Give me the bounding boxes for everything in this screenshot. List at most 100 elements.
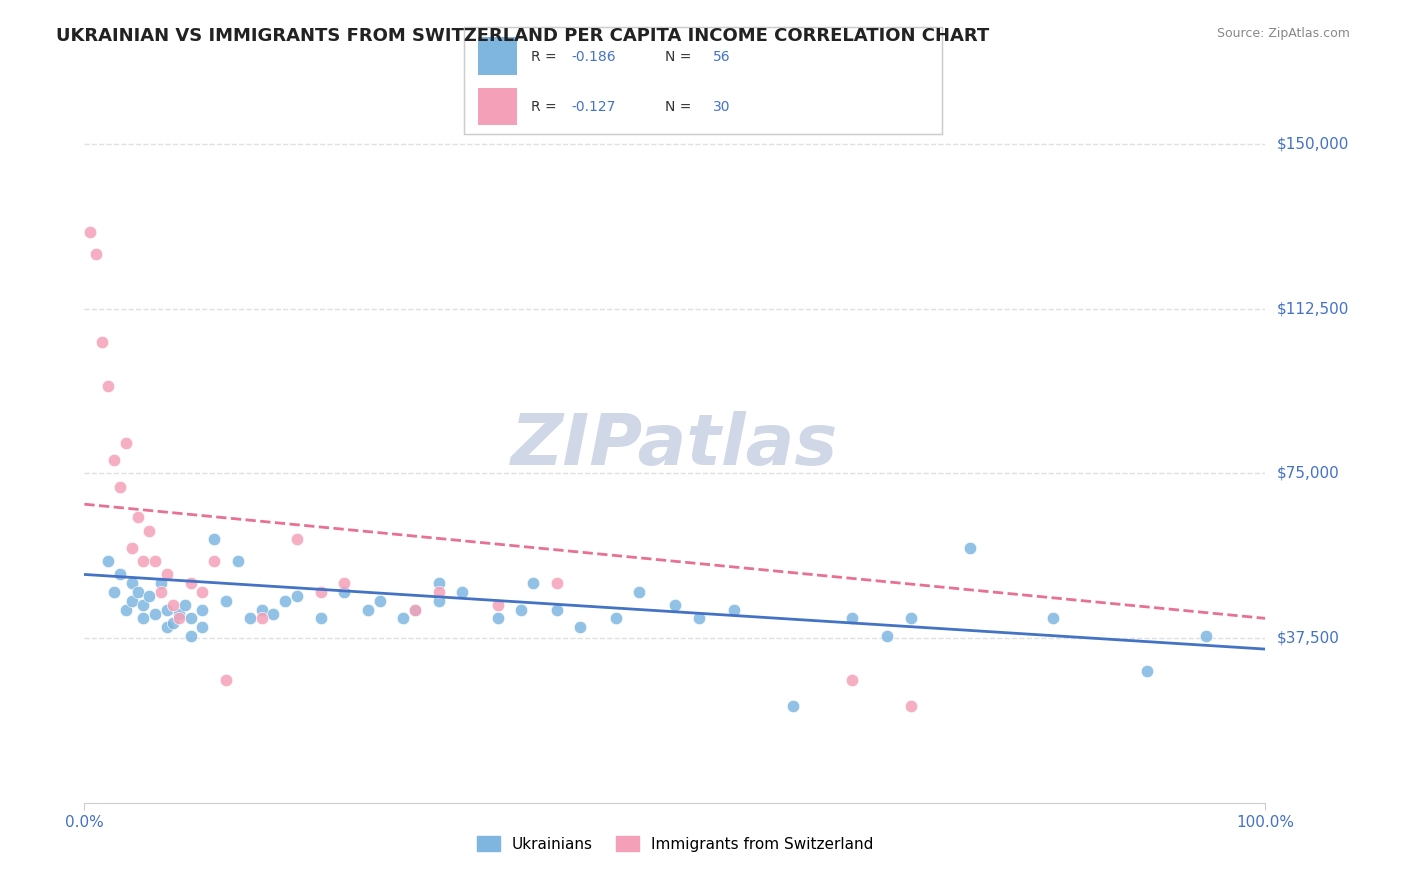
Immigrants from Switzerland <box>285 533 308 547</box>
Immigrants from Switzerland <box>546 576 568 591</box>
Immigrants from Switzerland <box>202 554 225 568</box>
Immigrants from Switzerland <box>108 480 131 494</box>
Ukrainians <box>202 533 225 547</box>
Immigrants from Switzerland <box>132 554 155 568</box>
Legend: Ukrainians, Immigrants from Switzerland: Ukrainians, Immigrants from Switzerland <box>470 828 880 859</box>
Ukrainians <box>404 602 426 616</box>
Immigrants from Switzerland <box>250 611 273 625</box>
Ukrainians <box>546 602 568 616</box>
Ukrainians <box>239 611 262 625</box>
Text: $112,500: $112,500 <box>1277 301 1350 317</box>
Text: R =: R = <box>531 100 561 114</box>
Ukrainians <box>156 602 179 616</box>
Immigrants from Switzerland <box>427 585 450 599</box>
Text: R =: R = <box>531 50 561 63</box>
Bar <box>478 37 516 75</box>
Ukrainians <box>392 611 415 625</box>
Ukrainians <box>309 611 332 625</box>
Text: $75,000: $75,000 <box>1277 466 1340 481</box>
Text: $37,500: $37,500 <box>1277 631 1340 646</box>
Immigrants from Switzerland <box>150 585 173 599</box>
Immigrants from Switzerland <box>79 225 101 239</box>
Ukrainians <box>959 541 981 555</box>
Immigrants from Switzerland <box>841 673 863 687</box>
Ukrainians <box>522 576 544 591</box>
Ukrainians <box>121 594 143 608</box>
Immigrants from Switzerland <box>309 585 332 599</box>
Ukrainians <box>114 602 136 616</box>
Immigrants from Switzerland <box>84 247 107 261</box>
Ukrainians <box>841 611 863 625</box>
Ukrainians <box>162 615 184 630</box>
Immigrants from Switzerland <box>91 334 114 349</box>
Ukrainians <box>1136 664 1159 678</box>
Ukrainians <box>191 620 214 634</box>
Ukrainians <box>285 590 308 604</box>
Text: 30: 30 <box>713 100 730 114</box>
Ukrainians <box>876 629 898 643</box>
Ukrainians <box>215 594 238 608</box>
Ukrainians <box>274 594 297 608</box>
Ukrainians <box>368 594 391 608</box>
Ukrainians <box>628 585 651 599</box>
Ukrainians <box>150 576 173 591</box>
Immigrants from Switzerland <box>191 585 214 599</box>
Ukrainians <box>180 611 202 625</box>
Immigrants from Switzerland <box>97 378 120 392</box>
Immigrants from Switzerland <box>167 611 190 625</box>
Ukrainians <box>132 611 155 625</box>
Bar <box>478 87 516 125</box>
Immigrants from Switzerland <box>900 699 922 714</box>
Ukrainians <box>250 602 273 616</box>
Immigrants from Switzerland <box>103 453 125 467</box>
Ukrainians <box>138 590 160 604</box>
Ukrainians <box>191 602 214 616</box>
Ukrainians <box>180 629 202 643</box>
Ukrainians <box>605 611 627 625</box>
Ukrainians <box>226 554 249 568</box>
Text: -0.127: -0.127 <box>571 100 616 114</box>
Immigrants from Switzerland <box>114 435 136 450</box>
Ukrainians <box>108 567 131 582</box>
Text: UKRAINIAN VS IMMIGRANTS FROM SWITZERLAND PER CAPITA INCOME CORRELATION CHART: UKRAINIAN VS IMMIGRANTS FROM SWITZERLAND… <box>56 27 990 45</box>
Immigrants from Switzerland <box>138 524 160 538</box>
Immigrants from Switzerland <box>143 554 166 568</box>
Immigrants from Switzerland <box>156 567 179 582</box>
Ukrainians <box>173 598 195 612</box>
Ukrainians <box>103 585 125 599</box>
Ukrainians <box>132 598 155 612</box>
Ukrainians <box>262 607 284 621</box>
Text: N =: N = <box>665 50 696 63</box>
Immigrants from Switzerland <box>162 598 184 612</box>
Text: Source: ZipAtlas.com: Source: ZipAtlas.com <box>1216 27 1350 40</box>
Immigrants from Switzerland <box>486 598 509 612</box>
Ukrainians <box>486 611 509 625</box>
Immigrants from Switzerland <box>215 673 238 687</box>
Immigrants from Switzerland <box>121 541 143 555</box>
Ukrainians <box>143 607 166 621</box>
Text: ZIPatlas: ZIPatlas <box>512 411 838 481</box>
Ukrainians <box>1195 629 1218 643</box>
Ukrainians <box>357 602 380 616</box>
Ukrainians <box>900 611 922 625</box>
Text: -0.186: -0.186 <box>571 50 616 63</box>
Ukrainians <box>664 598 686 612</box>
Ukrainians <box>127 585 149 599</box>
Ukrainians <box>510 602 533 616</box>
Immigrants from Switzerland <box>404 602 426 616</box>
Ukrainians <box>121 576 143 591</box>
Ukrainians <box>167 607 190 621</box>
Text: 56: 56 <box>713 50 730 63</box>
Ukrainians <box>156 620 179 634</box>
Ukrainians <box>569 620 592 634</box>
Immigrants from Switzerland <box>180 576 202 591</box>
Immigrants from Switzerland <box>333 576 356 591</box>
Ukrainians <box>723 602 745 616</box>
Text: $150,000: $150,000 <box>1277 136 1350 152</box>
Ukrainians <box>782 699 804 714</box>
Ukrainians <box>451 585 474 599</box>
Ukrainians <box>97 554 120 568</box>
Ukrainians <box>333 585 356 599</box>
Ukrainians <box>688 611 710 625</box>
Ukrainians <box>427 576 450 591</box>
